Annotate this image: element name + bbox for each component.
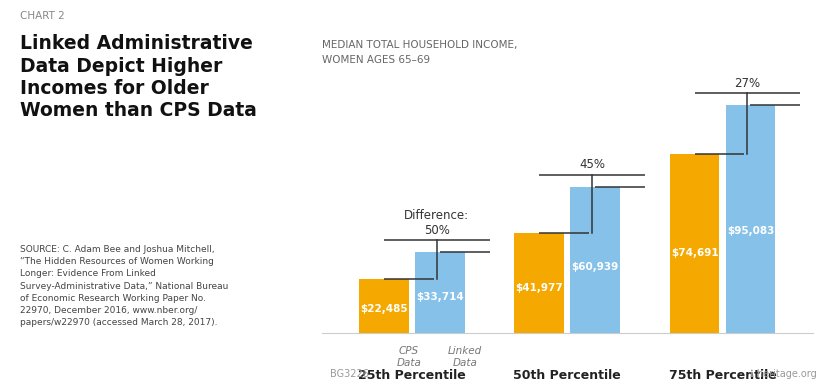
Bar [570,187,620,333]
Bar [514,232,564,333]
Text: $74,691: $74,691 [671,248,719,258]
Bar [726,105,776,333]
Text: WOMEN AGES 65–69: WOMEN AGES 65–69 [322,55,430,65]
Text: Linked Administrative
Data Depict Higher
Incomes for Older
Women than CPS Data: Linked Administrative Data Depict Higher… [20,34,257,120]
Text: 45%: 45% [579,159,605,172]
Text: Difference:
50%: Difference: 50% [404,209,469,237]
Bar [670,154,719,333]
Text: CHART 2: CHART 2 [20,11,65,21]
Text: Linked
Data: Linked Data [447,346,482,368]
Bar [359,279,408,333]
Text: BG3226: BG3226 [330,369,369,379]
Text: 27%: 27% [734,77,761,90]
Text: CPS
Data: CPS Data [396,346,422,368]
Text: $41,977: $41,977 [516,283,563,293]
Text: SOURCE: C. Adam Bee and Joshua Mitchell,
“The Hidden Resources of Women Working
: SOURCE: C. Adam Bee and Joshua Mitchell,… [20,245,229,327]
Text: $22,485: $22,485 [360,304,408,314]
Text: $60,939: $60,939 [572,262,619,272]
Text: $33,714: $33,714 [416,292,464,302]
Bar [415,252,464,333]
Text: ℹ heritage.org: ℹ heritage.org [750,369,817,379]
Text: $95,083: $95,083 [727,226,774,236]
Text: MEDIAN TOTAL HOUSEHOLD INCOME,: MEDIAN TOTAL HOUSEHOLD INCOME, [322,40,517,50]
